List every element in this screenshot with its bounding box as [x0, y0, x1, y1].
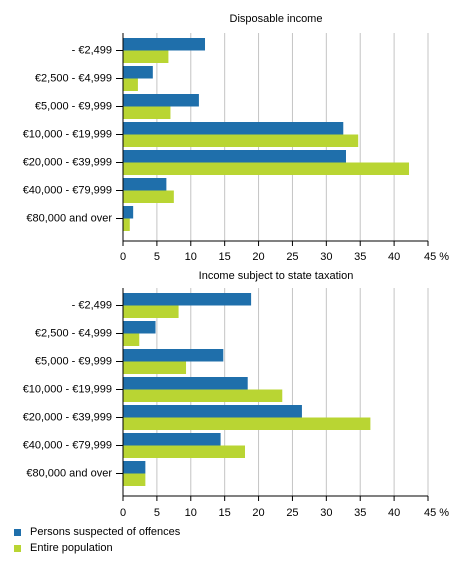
x-tick-label: 30: [320, 251, 332, 263]
bar-population: [123, 218, 130, 231]
legend-item-suspects: Persons suspected of offences: [14, 526, 180, 538]
bar-suspects: [123, 38, 206, 51]
category-label: - €2,499: [72, 45, 112, 57]
category-label: €40,000 - €79,999: [23, 185, 112, 197]
x-tick-label: 10: [185, 251, 197, 263]
x-tick-label: 45 %: [424, 251, 449, 263]
chart-panel-1: Income subject to state taxation 0 5 10 15 20…: [23, 270, 450, 519]
category-label: €10,000 - €19,999: [23, 384, 112, 396]
category-label: - €2,499: [72, 300, 112, 312]
x-tick-label: 10: [185, 507, 197, 519]
bar-population: [123, 389, 283, 402]
bar-population: [123, 473, 146, 486]
chart-panel-0: Disposable income 0 5 10 15 20 25 30 35 40 45 % - €…: [23, 13, 450, 263]
x-tick-label: 25: [286, 251, 298, 263]
category-label: €80,000 and over: [26, 213, 112, 225]
bar-population: [123, 134, 359, 147]
x-tick-label: 20: [252, 507, 264, 519]
chart-title: Income subject to state taxation: [199, 270, 354, 282]
bar-population: [123, 333, 140, 346]
category-label: €2,500 - €4,999: [35, 328, 112, 340]
x-tick-label: 45 %: [424, 507, 449, 519]
x-tick-label: 5: [154, 251, 160, 263]
x-tick-label: 15: [219, 251, 231, 263]
bar-suspects: [123, 405, 302, 418]
bar-population: [123, 162, 410, 175]
bar-suspects: [123, 433, 221, 446]
bar-population: [123, 106, 171, 119]
bar-suspects: [123, 178, 167, 191]
legend-swatch-population: [14, 544, 21, 552]
x-tick-label: 20: [252, 251, 264, 263]
category-label: €5,000 - €9,999: [35, 356, 112, 368]
legend-label-suspects: Persons suspected of offences: [30, 526, 181, 538]
category-label: €40,000 - €79,999: [23, 440, 112, 452]
bar-population: [123, 190, 174, 203]
bar-suspects: [123, 349, 224, 362]
chart-svg: Disposable income 0 5 10 15 20 25 30 35 40 45 % - €…: [23, 13, 450, 519]
x-tick-label: 0: [120, 507, 126, 519]
bar-population: [123, 361, 187, 374]
bar-suspects: [123, 377, 248, 390]
x-tick-label: 35: [354, 507, 366, 519]
bar-suspects: [123, 122, 344, 135]
bar-suspects: [123, 321, 156, 334]
bar-suspects: [123, 94, 199, 107]
x-tick-label: 15: [219, 507, 231, 519]
bar-population: [123, 445, 245, 458]
chart-title: Disposable income: [230, 13, 323, 25]
x-tick-label: 5: [154, 507, 160, 519]
bar-population: [123, 417, 371, 430]
bar-suspects: [123, 66, 153, 79]
bar-suspects: [123, 150, 346, 163]
category-label: €20,000 - €39,999: [23, 412, 112, 424]
x-tick-label: 40: [388, 507, 400, 519]
legend-item-population: Entire population: [14, 542, 113, 554]
x-tick-label: 0: [120, 251, 126, 263]
category-label: €80,000 and over: [26, 468, 112, 480]
bar-population: [123, 305, 179, 318]
x-tick-label: 25: [286, 507, 298, 519]
category-label: €20,000 - €39,999: [23, 157, 112, 169]
category-label: €2,500 - €4,999: [35, 73, 112, 85]
bar-suspects: [123, 206, 134, 219]
category-label: €10,000 - €19,999: [23, 129, 112, 141]
legend-swatch-suspects: [14, 528, 21, 536]
legend-label-population: Entire population: [30, 542, 113, 554]
bar-population: [123, 50, 169, 63]
bar-suspects: [123, 461, 146, 474]
x-tick-label: 30: [320, 507, 332, 519]
bar-suspects: [123, 293, 252, 306]
x-tick-label: 35: [354, 251, 366, 263]
x-tick-label: 40: [388, 251, 400, 263]
category-label: €5,000 - €9,999: [35, 101, 112, 113]
bar-population: [123, 78, 138, 91]
